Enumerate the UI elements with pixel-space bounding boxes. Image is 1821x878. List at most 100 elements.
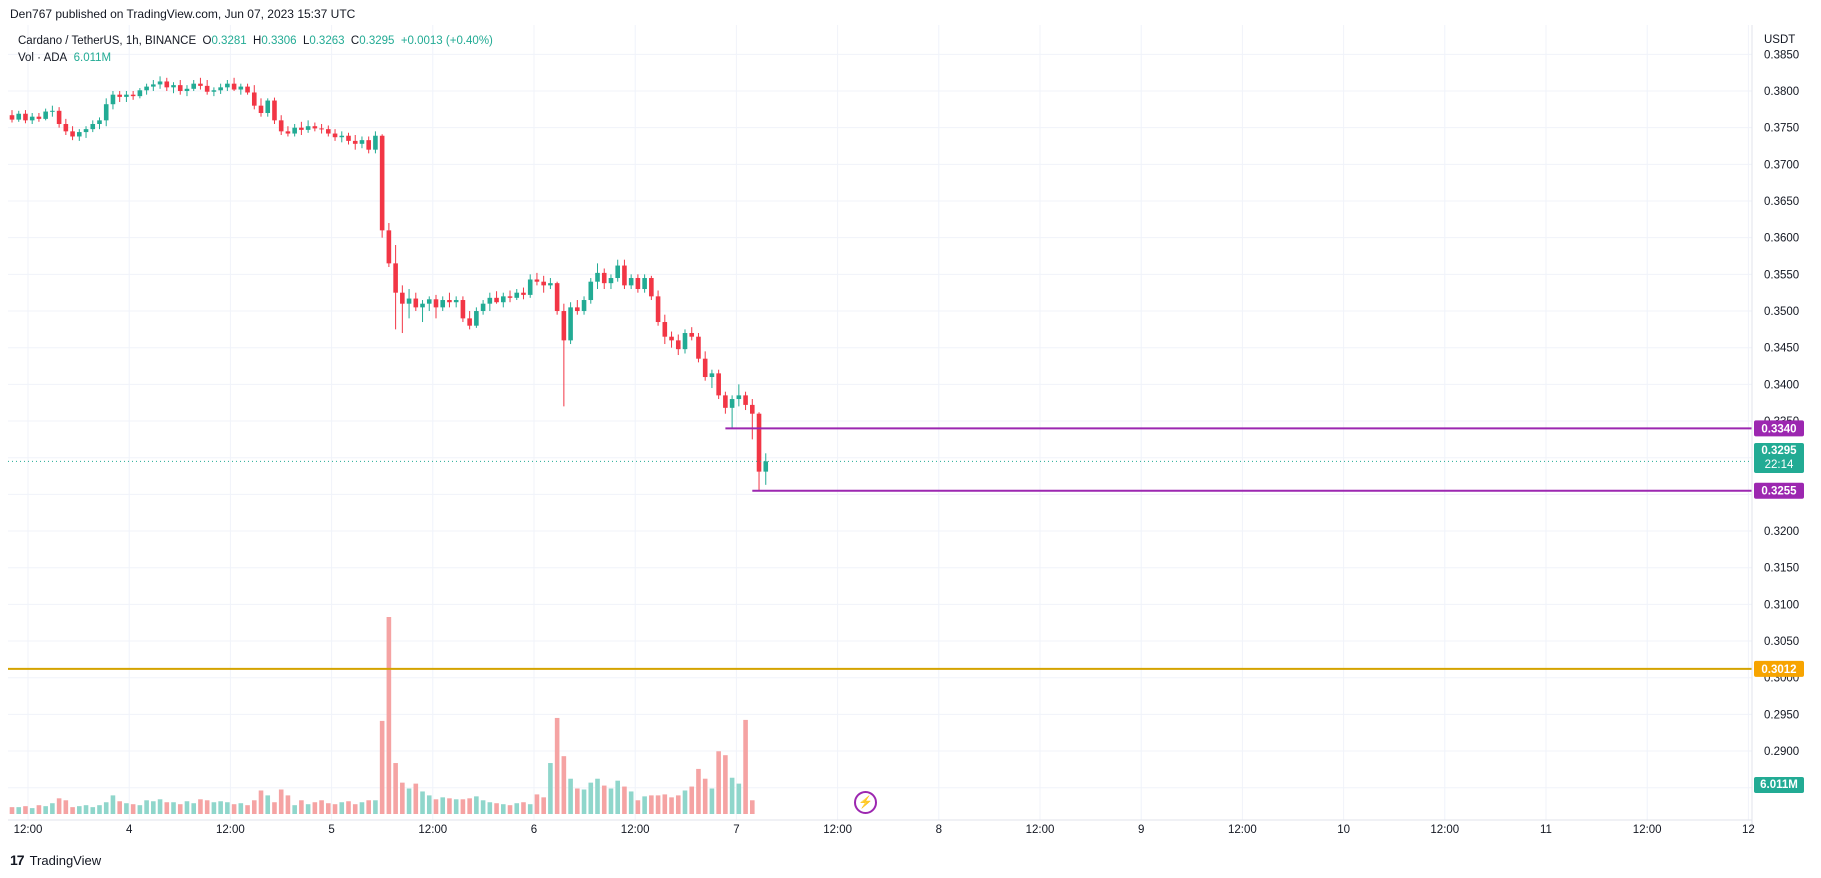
candle-body: [608, 278, 614, 284]
candle-body: [171, 85, 176, 88]
volume-bar: [164, 802, 170, 814]
candle-body: [682, 333, 688, 350]
candle: [225, 80, 230, 92]
candle-body: [548, 283, 553, 286]
candle: [204, 80, 210, 95]
candle-body: [56, 110, 62, 125]
candle: [292, 124, 297, 137]
volume-bar: [527, 804, 533, 814]
candle-body: [756, 413, 762, 472]
candle-body: [447, 300, 452, 303]
volume-bar: [494, 803, 499, 814]
volume-bar: [507, 805, 513, 814]
volume-bar: [43, 806, 48, 814]
volume-bar: [231, 804, 237, 814]
candle-body: [278, 120, 284, 132]
volume-bar: [16, 807, 22, 814]
candle: [440, 296, 446, 312]
price-badges: 0.3340 0.3255 0.3012: [1754, 420, 1804, 677]
candle-body: [265, 100, 271, 114]
candle: [527, 274, 533, 298]
candle: [642, 274, 647, 293]
volume-bar: [723, 755, 728, 814]
price-tick-label: 0.3650: [1764, 196, 1799, 208]
candle-body: [43, 111, 48, 119]
candle: [103, 98, 109, 127]
currency-label[interactable]: USDT: [1764, 34, 1796, 46]
price-tick-label: 0.3200: [1764, 526, 1799, 538]
volume-bar: [729, 777, 735, 814]
volume-bar: [682, 790, 688, 814]
volume-bar: [245, 805, 250, 814]
volume-label[interactable]: Vol · ADA: [18, 52, 68, 64]
volume-bar: [332, 804, 338, 814]
candle: [366, 136, 371, 154]
candle: [507, 290, 513, 303]
volume-bar: [23, 806, 28, 814]
time-tick-label: 12:00: [1633, 824, 1662, 836]
candle-body: [373, 135, 378, 150]
candle: [332, 129, 338, 141]
lightning-icon[interactable]: ⚡: [854, 791, 877, 814]
candle: [379, 134, 385, 238]
volume-bar: [56, 798, 62, 814]
volume-bar: [615, 780, 620, 814]
candle-body: [615, 265, 620, 279]
volume-bar: [144, 800, 149, 814]
candle-body: [689, 333, 695, 337]
candle: [622, 259, 627, 290]
candle: [709, 369, 715, 389]
candle: [561, 303, 567, 407]
volume-bar: [581, 789, 587, 814]
time-tick-label: 8: [936, 824, 942, 836]
time-tick-label: 9: [1138, 824, 1144, 836]
change-value: +0.0013 (+0.40%): [400, 35, 493, 47]
candle: [50, 105, 55, 117]
candle-body: [628, 278, 634, 286]
candle-body: [9, 115, 15, 120]
candle-body: [588, 281, 594, 301]
candle: [702, 351, 708, 381]
candle: [655, 290, 661, 326]
candle: [346, 132, 351, 145]
candle-body: [63, 124, 69, 132]
candle: [171, 82, 176, 94]
candle: [211, 87, 217, 97]
candle: [628, 274, 634, 290]
symbol-legend[interactable]: Cardano / TetherUS, 1h, BINANCE O0.3281 …: [18, 35, 493, 47]
volume-bar: [595, 778, 600, 814]
candle: [554, 281, 560, 315]
candle: [339, 131, 345, 143]
symbol-name[interactable]: Cardano / TetherUS, 1h, BINANCE: [18, 35, 197, 47]
time-tick-label: 6: [531, 824, 537, 836]
candle-body: [649, 278, 654, 297]
candle: [184, 85, 190, 97]
tradingview-logo[interactable]: 17 TradingView: [10, 852, 101, 868]
candle: [157, 76, 163, 89]
volume-legend[interactable]: Vol · ADA 6.011M: [18, 52, 111, 64]
candle: [736, 384, 742, 407]
candle-body: [554, 283, 560, 312]
candle-layer: [9, 76, 769, 491]
candle-body: [420, 303, 425, 308]
time-tick-label: 12:00: [823, 824, 852, 836]
level-layer: [8, 427, 1752, 670]
level-badge: 0.3012: [1754, 660, 1804, 677]
candle: [467, 311, 472, 330]
volume-bar: [225, 802, 230, 814]
volume-bar: [198, 799, 203, 814]
candle: [43, 108, 48, 121]
candle-body: [736, 395, 742, 400]
candle-body: [157, 81, 163, 85]
candle: [433, 294, 439, 319]
volume-bar: [90, 807, 96, 814]
candle: [601, 268, 607, 290]
volume-bar: [184, 801, 190, 814]
volume-bar: [622, 786, 627, 814]
candle: [299, 121, 304, 136]
candle-body: [305, 126, 311, 130]
candle-body: [177, 85, 183, 92]
candle-body: [716, 373, 721, 396]
